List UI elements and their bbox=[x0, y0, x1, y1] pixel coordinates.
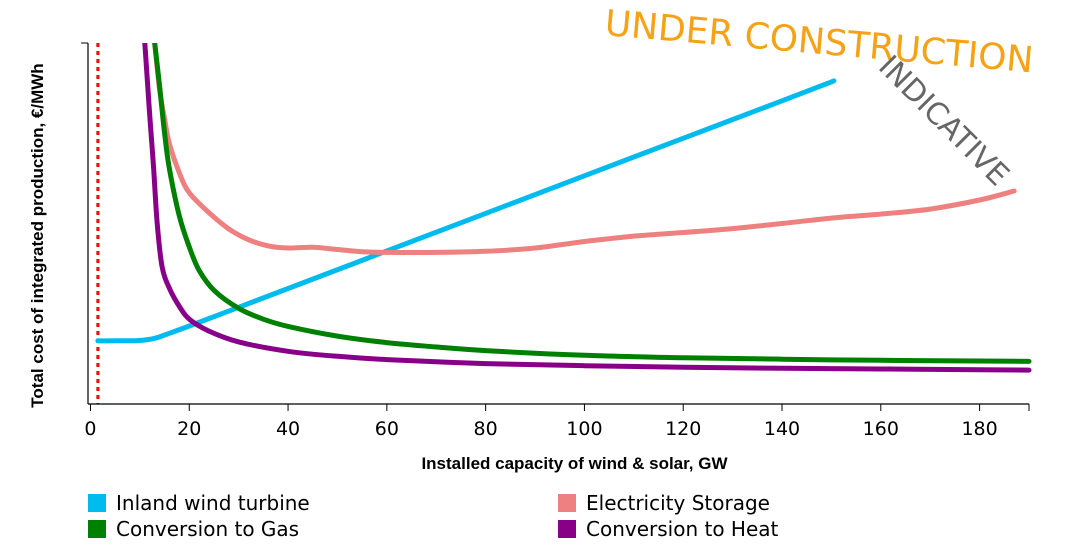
legend-swatch bbox=[558, 520, 576, 538]
x-tick-label: 100 bbox=[566, 418, 602, 440]
x-tick-label: 120 bbox=[665, 418, 701, 440]
legend-label: Inland wind turbine bbox=[116, 491, 310, 515]
x-tick-label: 80 bbox=[474, 418, 498, 440]
y-axis-title: Total cost of integrated production, €/M… bbox=[28, 63, 47, 407]
chart-plot: 0 20 40 60 80 100 120 140 160 180 Installed capac… bbox=[28, 3, 1035, 473]
legend: Inland wind turbine Electricity Storage Co… bbox=[88, 490, 1028, 550]
series-line-conversion-to-gas bbox=[152, 43, 1032, 364]
x-axis-title: Installed capacity of wind & solar, GW bbox=[421, 454, 728, 473]
legend-item-conversion-to-gas: Conversion to Gas bbox=[88, 516, 299, 542]
under-construction-watermark: UNDER CONSTRUCTION bbox=[603, 3, 1035, 81]
legend-item-inland-wind-turbine: Inland wind turbine bbox=[88, 490, 310, 516]
series-line-electricity-storage bbox=[152, 43, 1017, 256]
x-tick-label: 20 bbox=[177, 418, 201, 440]
legend-swatch bbox=[88, 520, 106, 538]
legend-item-electricity-storage: Electricity Storage bbox=[558, 490, 770, 516]
x-tick-label: 0 bbox=[84, 418, 96, 440]
legend-label: Electricity Storage bbox=[586, 491, 770, 515]
x-tick-label: 60 bbox=[375, 418, 399, 440]
legend-label: Conversion to Gas bbox=[116, 517, 300, 541]
legend-label: Conversion to Heat bbox=[586, 517, 779, 541]
series-line-inland-wind-turbine bbox=[95, 78, 837, 344]
series-line-conversion-to-heat bbox=[142, 43, 1032, 373]
legend-item-conversion-to-heat: Conversion to Heat bbox=[558, 516, 778, 542]
legend-swatch bbox=[88, 494, 106, 512]
x-tick-label: 40 bbox=[276, 418, 300, 440]
x-tick-label: 140 bbox=[764, 418, 800, 440]
x-tick-label: 160 bbox=[863, 418, 899, 440]
legend-swatch bbox=[558, 494, 576, 512]
x-tick-label: 180 bbox=[961, 418, 997, 440]
